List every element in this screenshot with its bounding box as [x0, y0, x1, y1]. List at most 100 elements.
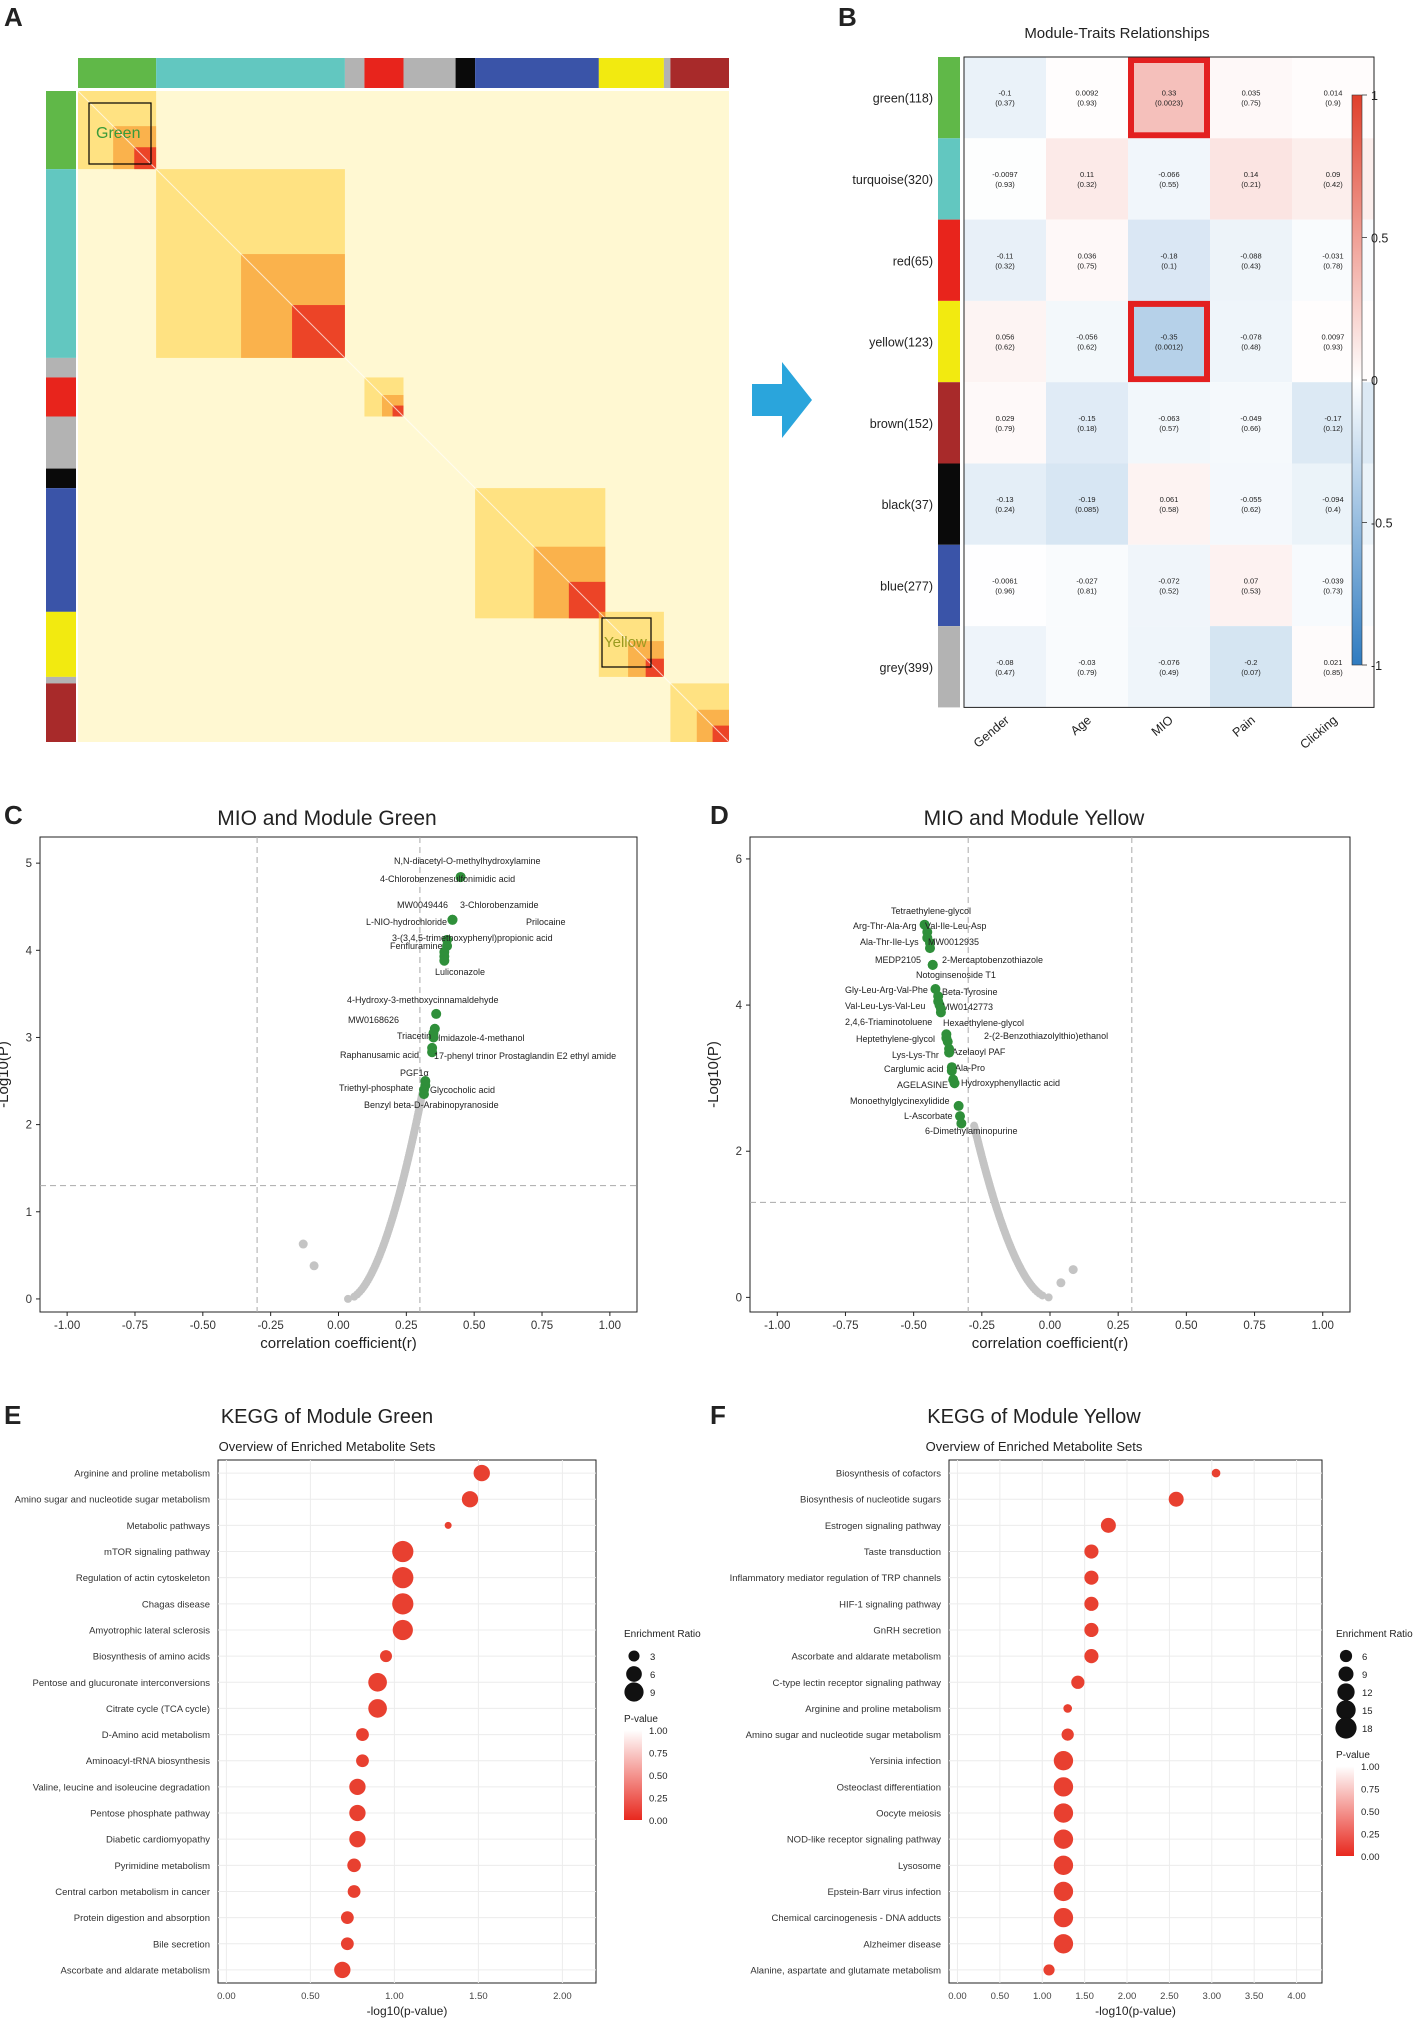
- x-tick-label: 1.50: [1075, 1991, 1094, 2002]
- pathway-label: Arginine and proline metabolism: [74, 1469, 210, 1480]
- cell-pvalue: (0.96): [995, 586, 1015, 595]
- pathway-label: C-type lectin receptor signaling pathway: [773, 1678, 942, 1689]
- cell-correlation: -0.039: [1322, 576, 1343, 585]
- y-tick-label: 5: [26, 858, 32, 870]
- cell-pvalue: (0.43): [1241, 261, 1261, 270]
- heatmap-cell: [964, 300, 1046, 383]
- enrichment-bubble: [356, 1728, 369, 1741]
- y-tick-label: 3: [26, 1032, 32, 1044]
- panel-e-kegg-green: KEGG of Module Green Overview of Enriched…: [15, 1406, 702, 2018]
- pvalue-colorbar: [624, 1730, 642, 1820]
- cell-correlation: 0.33: [1162, 89, 1177, 98]
- pvalue-tick-label: 0.50: [649, 1771, 668, 1782]
- heatmap-cell: [964, 382, 1046, 464]
- cell-pvalue: (0.62): [1077, 343, 1097, 352]
- pathway-label: Valine, leucine and isoleucine degradati…: [33, 1782, 210, 1793]
- arrow-shape: [752, 362, 812, 438]
- module-color-bar-left: [46, 676, 76, 684]
- kegg-subtitle: Overview of Enriched Metabolite Sets: [926, 1439, 1143, 1454]
- significant-point: [946, 1065, 957, 1076]
- column-label: Age: [1068, 713, 1094, 738]
- cell-pvalue: (0.55): [1159, 180, 1179, 189]
- metabolite-label: Imidazole-4-methanol: [438, 1033, 525, 1043]
- metabolite-label: 3-Chlorobenzamide: [460, 900, 539, 910]
- x-tick-label: 3.00: [1203, 1991, 1222, 2002]
- enrichment-bubble: [461, 1491, 479, 1508]
- heatmap-title: Module-Traits Relationships: [1024, 25, 1209, 42]
- heatmap-cell: [1210, 300, 1292, 383]
- panel-a-tom-heatmap: Green Yellow: [46, 58, 730, 743]
- heatmap-diagonal: [77, 90, 730, 743]
- enrichment-bubble: [349, 1831, 366, 1848]
- pathway-label: Taste transduction: [864, 1547, 941, 1558]
- metabolite-label: 17-phenyl trinor Prostaglandin E2 ethyl …: [434, 1051, 616, 1061]
- module-color-bar-top: [344, 58, 365, 88]
- x-tick-label: 3.50: [1245, 1991, 1264, 2002]
- row-label: turquoise(320): [852, 173, 933, 187]
- metabolite-label: Hexaethylene-glycol: [943, 1018, 1024, 1028]
- enrichment-bubble: [1053, 1803, 1074, 1823]
- pvalue-tick-label: 0.75: [1361, 1785, 1380, 1796]
- panel-c-volcano-green: MIO and Module Green -1.00 -0.75 -0.50 -0.25…: [0, 807, 638, 1352]
- pvalue-tick-label: 0.75: [649, 1749, 668, 1760]
- heatmap-cell: [1210, 219, 1292, 301]
- row-label: red(65): [893, 254, 933, 268]
- y-tick-label: 4: [26, 945, 33, 957]
- panel-d-volcano-yellow: MIO and Module Yellow -1.00 -0.75 -0.50 -0.2…: [705, 807, 1351, 1352]
- x-tick-label: 0.25: [395, 1320, 417, 1332]
- heatmap-cell: [964, 626, 1046, 708]
- heatmap-cell: [1046, 382, 1128, 464]
- module-color-bar-top: [403, 58, 456, 88]
- metabolite-label: Hydroxyphenyllactic acid: [961, 1078, 1060, 1088]
- highlight-box: [1128, 300, 1210, 383]
- cell-pvalue: (0.1): [1161, 261, 1177, 270]
- pvalue-tick-label: 0.50: [1361, 1807, 1380, 1818]
- pathway-label: Ascorbate and aldarate metabolism: [792, 1652, 942, 1663]
- metabolite-label: MW0012935: [928, 937, 979, 947]
- y-tick-label: 1: [26, 1207, 32, 1219]
- heatmap-cell: [1046, 626, 1128, 708]
- pathway-label: Chemical carcinogenesis - DNA adducts: [772, 1913, 942, 1924]
- pathway-label: Regulation of actin cytoskeleton: [76, 1573, 210, 1584]
- metabolite-label: 2,4,6-Triaminotoluene: [845, 1017, 932, 1027]
- column-label: Clicking: [1297, 713, 1340, 752]
- heatmap-cell: [1128, 300, 1210, 383]
- cell-correlation: -0.027: [1076, 576, 1097, 585]
- cell-pvalue: (0.93): [1077, 99, 1097, 108]
- x-tick-label: 0.75: [1243, 1320, 1265, 1332]
- module-color-bar-top: [156, 58, 345, 88]
- heatmap-cell: [1046, 463, 1128, 545]
- significant-point: [418, 1089, 429, 1100]
- size-legend-bubble: [1337, 1683, 1355, 1701]
- panel-letter-e: E: [4, 1400, 22, 1430]
- kegg-title: KEGG of Module Green: [221, 1406, 433, 1428]
- significant-point: [431, 1008, 442, 1019]
- cell-correlation: -0.076: [1158, 658, 1179, 667]
- module-color-bar-top: [455, 58, 476, 88]
- size-legend-value: 6: [650, 1670, 655, 1681]
- enrichment-bubble: [473, 1464, 490, 1482]
- significant-point: [956, 1118, 967, 1129]
- panel-letter-d: D: [710, 800, 729, 830]
- cell-correlation: -0.072: [1158, 576, 1179, 585]
- size-legend-value: 18: [1362, 1724, 1373, 1735]
- significant-point: [927, 959, 938, 970]
- enrichment-bubble: [1168, 1491, 1184, 1507]
- cell-correlation: -0.1: [999, 89, 1012, 98]
- significant-point: [427, 1047, 438, 1058]
- metabolite-label: Val-Leu-Lys-Val-Leu: [845, 1001, 925, 1011]
- pathway-label: Lysosome: [898, 1861, 941, 1872]
- cell-correlation: -0.17: [1324, 414, 1341, 423]
- colorbar-tick-label: -1: [1371, 659, 1382, 673]
- cell-pvalue: (0.79): [995, 424, 1015, 433]
- cell-pvalue: (0.21): [1241, 180, 1261, 189]
- metabolite-label: MW0168626: [348, 1015, 399, 1025]
- size-legend-title: Enrichment Ratio: [624, 1629, 701, 1640]
- plot-frame: [39, 836, 638, 1313]
- pathway-label: Oocyte meiosis: [876, 1809, 941, 1820]
- cell-pvalue: (0.79): [1077, 668, 1097, 677]
- cell-correlation: -0.049: [1240, 414, 1261, 423]
- enrichment-bubble: [1211, 1468, 1221, 1478]
- pathway-label: Central carbon metabolism in cancer: [55, 1887, 210, 1898]
